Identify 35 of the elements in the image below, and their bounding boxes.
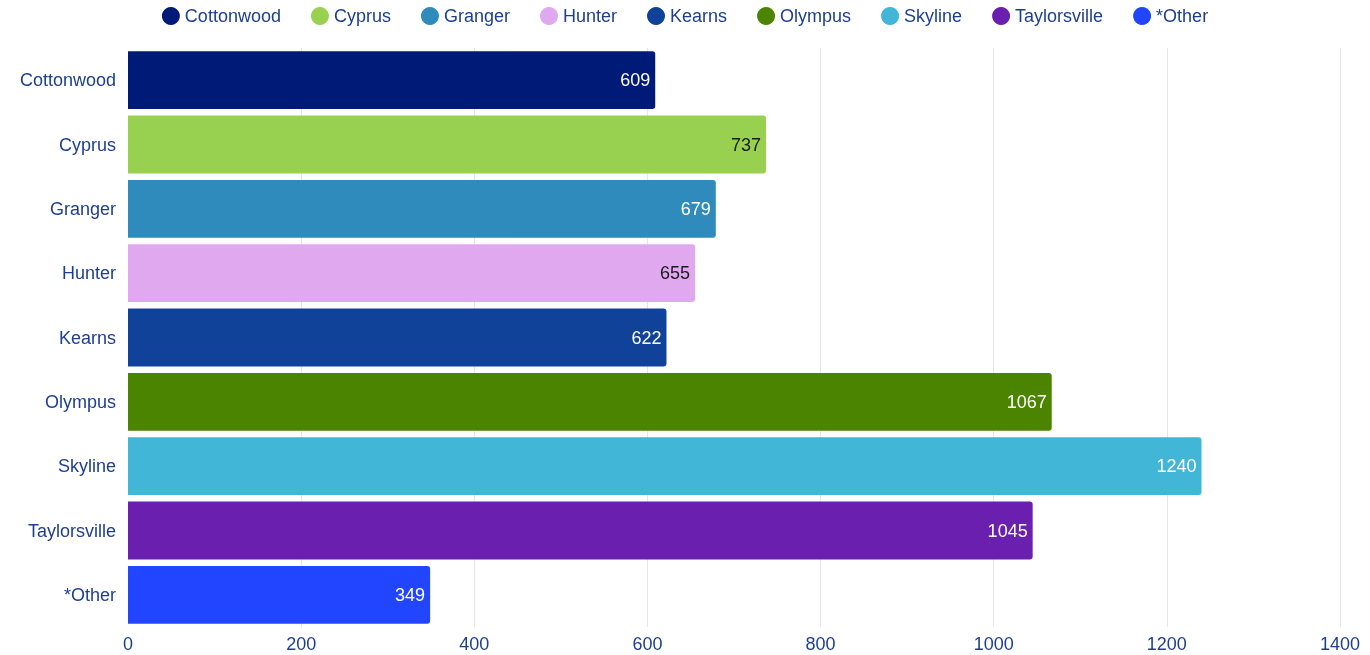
data-label: 1067 [1006, 391, 1047, 412]
y-tick-label: Olympus [44, 391, 116, 412]
y-tick-label: Hunter [61, 263, 116, 284]
y-tick-label: Kearns [58, 327, 116, 348]
x-tick-label: 400 [459, 634, 490, 654]
y-tick-label: Granger [49, 198, 116, 219]
data-label: 622 [631, 327, 662, 348]
legend-label: Kearns [670, 6, 728, 26]
x-tick-label: 200 [286, 634, 317, 654]
x-tick-label: 0 [122, 634, 134, 654]
legend-label: Taylorsville [1015, 6, 1104, 26]
legend-label: Skyline [904, 6, 963, 26]
x-tick-label: 800 [805, 634, 836, 654]
y-tick-label: Cottonwood [19, 70, 116, 91]
legend-label: Cottonwood [184, 6, 281, 26]
legend-label: Granger [443, 6, 510, 26]
y-tick-label: *Other [63, 584, 116, 605]
data-label: 737 [730, 134, 762, 155]
y-tick-label: Cyprus [58, 134, 116, 155]
data-label: 1045 [987, 520, 1028, 541]
legend-label: Cyprus [333, 6, 391, 26]
legend-label: Hunter [562, 6, 618, 26]
x-tick-label: 1400 [1319, 634, 1361, 654]
data-label: 609 [620, 70, 651, 91]
y-tick-label: Taylorsville [27, 520, 116, 541]
x-tick-label: 1000 [973, 634, 1014, 654]
data-label: 1240 [1156, 456, 1197, 477]
x-tick-label: 600 [632, 634, 663, 654]
data-label: 655 [660, 263, 691, 284]
y-tick-label: Skyline [57, 456, 116, 477]
data-label: 679 [680, 198, 711, 219]
data-label: 349 [395, 584, 426, 605]
legend-label: Olympus [780, 6, 852, 26]
legend-label: *Other [1156, 6, 1209, 26]
x-tick-label: 1200 [1146, 634, 1187, 654]
